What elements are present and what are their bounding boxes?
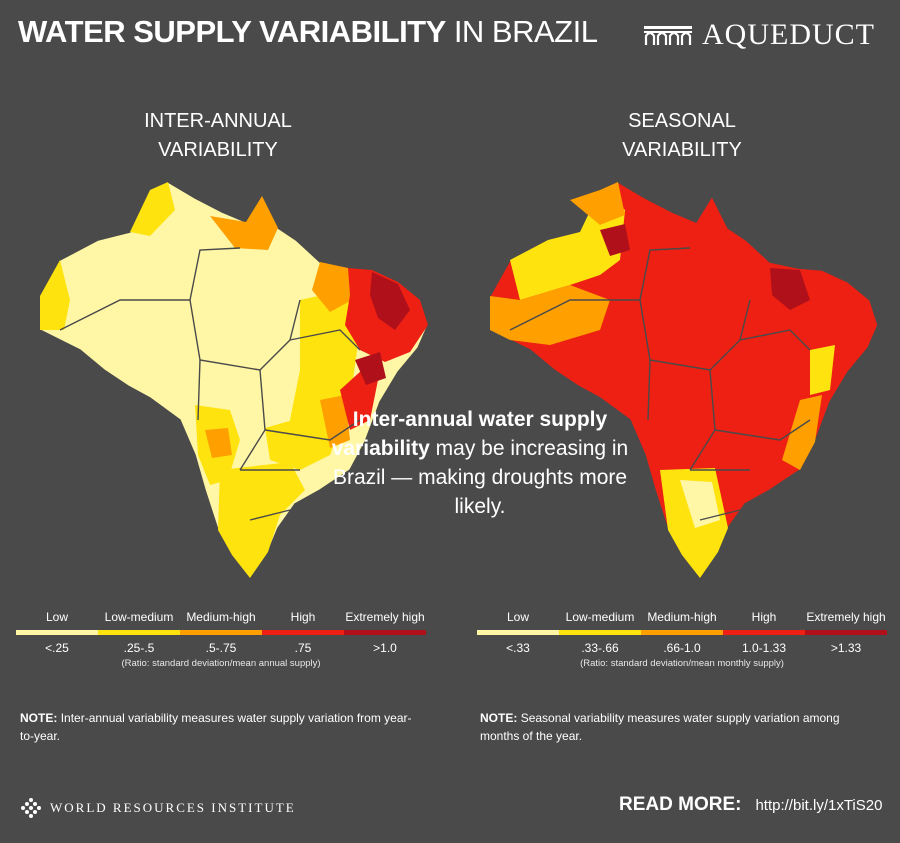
legend-label: Low: [45, 610, 68, 624]
legend-swatch-medium-high: [641, 630, 723, 635]
legend-label: High: [290, 610, 316, 624]
seasonal-variability-map: [489, 181, 879, 579]
legend-swatch-low: [16, 630, 98, 635]
brand-name: AQUEDUCT: [702, 18, 875, 51]
wri-name: WORLD RESOURCES INSTITUTE: [50, 800, 296, 815]
region-low-medium-north: [130, 182, 175, 236]
read-more-link[interactable]: http://bit.ly/1xTiS20: [755, 797, 883, 814]
wri-logo: WORLD RESOURCES INSTITUTE: [20, 797, 296, 819]
region-medium-high-amazon: [210, 196, 278, 250]
read-more-label: READ MORE:: [619, 794, 742, 815]
region-low-medium-northwest: [40, 260, 70, 330]
region-low-south-seasonal: [680, 480, 720, 528]
note-seasonal: NOTE: Seasonal variability measures wate…: [480, 709, 880, 745]
aqueduct-brand: AQUEDUCT: [644, 18, 875, 52]
state-borders-left: [59, 247, 361, 521]
legend-label: Low-medium: [104, 610, 174, 624]
legend-label: High: [751, 610, 777, 624]
legend-inter-annual: Low Low-medium Medium-high High Extremel…: [16, 610, 426, 669]
legend-label: Extremely high: [806, 610, 886, 624]
center-callout: Inter-annual water supply variability ma…: [330, 405, 630, 521]
region-medium-high-north-seasonal: [570, 182, 625, 225]
legend-range: .33-.66: [581, 641, 619, 655]
note-label: NOTE:: [20, 711, 58, 725]
region-medium-high-coast: [320, 395, 350, 448]
region-medium-high-coast-seasonal: [782, 395, 822, 470]
seasonal-map-title: SEASONAL VARIABILITY: [552, 107, 812, 165]
legend-range: .75: [294, 641, 312, 655]
inter-annual-variability-map: [39, 181, 429, 579]
legend-ratio-note: (Ratio: standard deviation/mean annual s…: [121, 658, 321, 669]
legend-color-bar: [16, 630, 426, 635]
legend-range: >1.0: [373, 641, 397, 655]
legend-label: Low: [506, 610, 529, 624]
region-medium-high-southwest: [205, 428, 232, 458]
legend-range: <.33: [506, 641, 530, 655]
title-bold: WATER SUPPLY VARIABILITY: [18, 14, 446, 49]
inter-annual-title-line2: VARIABILITY: [158, 139, 278, 161]
region-extremely-high-northeast-seasonal: [770, 268, 810, 310]
legend-color-bar: [477, 630, 887, 635]
legend-ratio-note: (Ratio: standard deviation/mean monthly …: [580, 658, 784, 669]
legend-swatch-low: [477, 630, 559, 635]
seasonal-title-line2: VARIABILITY: [622, 139, 742, 161]
legend-swatch-extremely-high: [805, 630, 887, 635]
region-extremely-high-northeast: [370, 272, 410, 330]
legend-range: 1.0-1.33: [741, 641, 787, 655]
region-low-medium-south: [218, 462, 305, 578]
region-extremely-high-east: [355, 352, 386, 385]
wri-logo-icon: [21, 798, 41, 818]
legend-range: <.25: [45, 641, 69, 655]
region-high-east: [340, 370, 378, 430]
inter-annual-map-title: INTER-ANNUAL VARIABILITY: [88, 107, 348, 165]
legend-swatch-low-medium: [559, 630, 641, 635]
region-low-medium-southeast: [265, 418, 330, 470]
legend-label: Medium-high: [186, 610, 256, 624]
aqueduct-logo-icon: [644, 26, 692, 45]
legend-swatch-extremely-high: [344, 630, 426, 635]
legend-swatch-low-medium: [98, 630, 180, 635]
region-low-medium-east-seasonal: [810, 345, 835, 395]
legend-range: .25-.5: [123, 641, 155, 655]
seasonal-title-line1: SEASONAL: [628, 110, 736, 132]
legend-range: .5-.75: [205, 641, 237, 655]
inter-annual-title-line1: INTER-ANNUAL: [144, 110, 292, 132]
title-rest: IN BRAZIL: [453, 14, 598, 49]
legend-swatch-high: [723, 630, 805, 635]
region-medium-high-center: [312, 262, 352, 312]
legend-range: .66-1.0: [663, 641, 701, 655]
read-more: READ MORE: http://bit.ly/1xTiS20: [619, 794, 882, 816]
legend-swatch-medium-high: [180, 630, 262, 635]
legend-range: >1.33: [830, 641, 862, 655]
legend-seasonal: Low Low-medium Medium-high High Extremel…: [477, 610, 887, 669]
legend-label: Extremely high: [345, 610, 425, 624]
note-inter-annual: NOTE: Inter-annual variability measures …: [20, 709, 420, 745]
legend-label: Low-medium: [565, 610, 635, 624]
page-title: WATER SUPPLY VARIABILITY IN BRAZIL: [18, 14, 598, 50]
state-borders-right: [509, 247, 811, 521]
legend-label: Medium-high: [647, 610, 717, 624]
region-extremely-high-north-seasonal: [600, 224, 630, 256]
note-text: Inter-annual variability measures water …: [20, 711, 412, 743]
callout-bold: Inter-annual water supply variability: [331, 408, 608, 460]
note-text: Seasonal variability measures water supp…: [480, 711, 840, 743]
note-label: NOTE:: [480, 711, 518, 725]
callout-rest: may be increasing in Brazil — making dro…: [332, 437, 629, 518]
legend-swatch-high: [262, 630, 344, 635]
